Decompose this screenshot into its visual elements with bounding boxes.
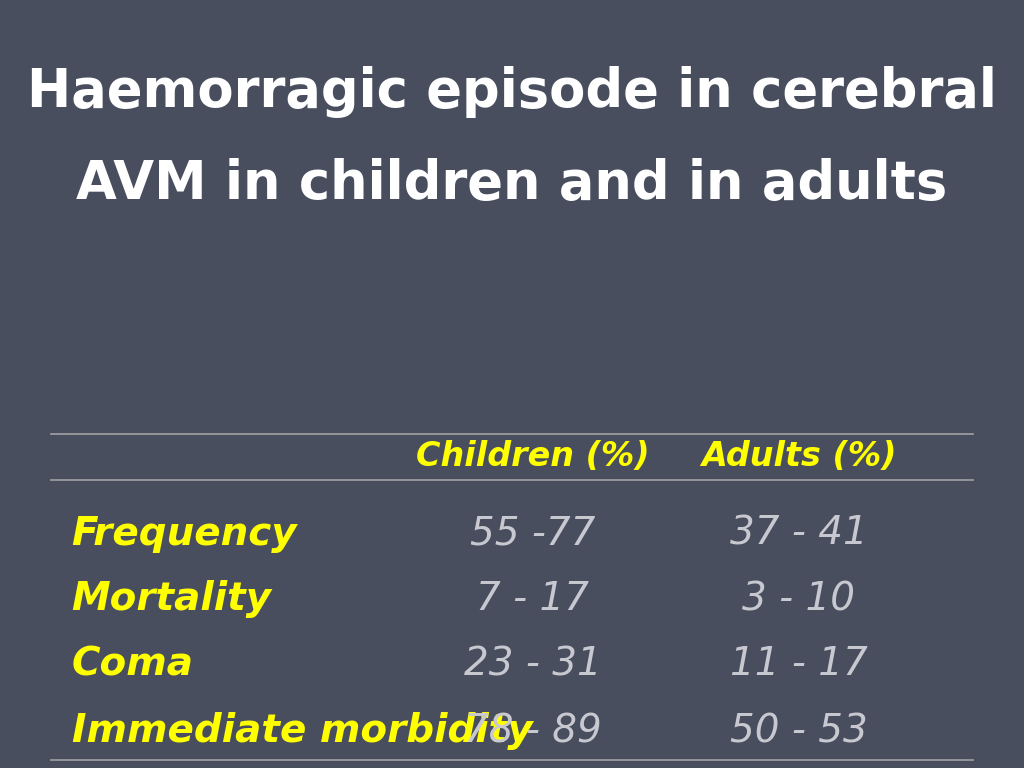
Text: Haemorragic episode in cerebral: Haemorragic episode in cerebral xyxy=(27,66,997,118)
Text: 37 - 41: 37 - 41 xyxy=(730,515,867,553)
Text: Mortality: Mortality xyxy=(72,580,271,618)
Text: 3 - 10: 3 - 10 xyxy=(742,580,855,618)
Text: 23 - 31: 23 - 31 xyxy=(464,645,601,684)
Text: 7 - 17: 7 - 17 xyxy=(476,580,589,618)
Text: 11 - 17: 11 - 17 xyxy=(730,645,867,684)
Text: Frequency: Frequency xyxy=(72,515,297,553)
Text: Children (%): Children (%) xyxy=(416,441,649,473)
Text: Coma: Coma xyxy=(72,645,194,684)
Text: Immediate morbidity: Immediate morbidity xyxy=(72,712,532,750)
Text: AVM in children and in adults: AVM in children and in adults xyxy=(77,158,947,210)
Text: 78 - 89: 78 - 89 xyxy=(464,712,601,750)
Text: 50 - 53: 50 - 53 xyxy=(730,712,867,750)
Text: 55 -77: 55 -77 xyxy=(470,515,595,553)
Text: Adults (%): Adults (%) xyxy=(701,441,896,473)
